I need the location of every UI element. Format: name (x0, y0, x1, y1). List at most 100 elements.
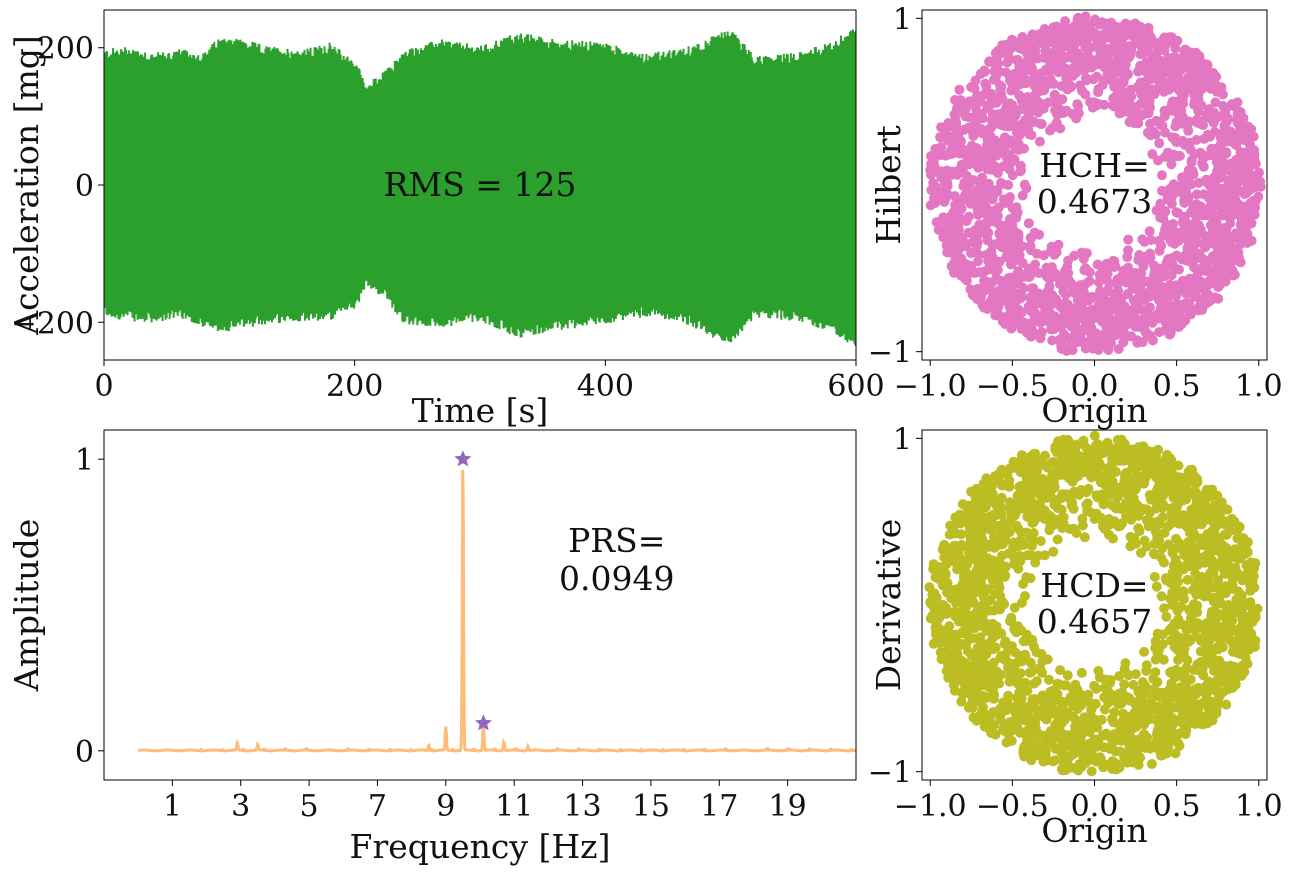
hilbert-point (1186, 179, 1197, 190)
hilbert-point (1226, 99, 1237, 110)
hilbert-point (1078, 253, 1089, 264)
hilbert-point (1167, 219, 1178, 229)
hilbert-point (1003, 240, 1014, 251)
derivative-annotation-name: HCD= (1040, 566, 1148, 605)
hilbert-point (1010, 110, 1021, 121)
hilbert-point (1130, 268, 1141, 278)
hilbert-point (1073, 337, 1084, 347)
hilbert-point (1034, 298, 1045, 309)
derivative-point (1080, 751, 1091, 762)
hilbert-point (1040, 305, 1051, 316)
derivative-point (1204, 658, 1214, 669)
hilbert-point (1124, 25, 1135, 36)
derivative-point (1019, 492, 1030, 503)
derivative-point (1145, 697, 1156, 708)
hilbert-point (1093, 87, 1104, 98)
derivative-point (967, 590, 978, 601)
x-tick-label: 9 (436, 789, 455, 824)
derivative-point (953, 548, 964, 559)
hilbert-point (1187, 239, 1198, 249)
hilbert-point (1220, 159, 1231, 169)
hilbert-point (1003, 195, 1014, 206)
hilbert-point (1028, 67, 1039, 78)
derivative-point (1138, 715, 1149, 726)
derivative-point (1195, 646, 1206, 657)
hilbert-point (959, 177, 970, 188)
hilbert-point (1191, 189, 1202, 200)
derivative-point (929, 600, 940, 611)
derivative-point (1116, 728, 1127, 739)
derivative-point (1102, 437, 1113, 448)
hilbert-point (1175, 311, 1186, 322)
hilbert-point (1166, 67, 1177, 78)
hilbert-point (1165, 279, 1176, 290)
derivative-point (1004, 464, 1015, 475)
hilbert-point (1232, 108, 1243, 119)
derivative-point (1001, 656, 1012, 667)
derivative-point (1233, 592, 1244, 603)
hilbert-point (1034, 136, 1045, 147)
hilbert-point (1250, 158, 1261, 169)
derivative-point (1128, 735, 1139, 746)
derivative-point (1237, 613, 1248, 624)
derivative-point (1170, 554, 1181, 565)
derivative-point (1167, 567, 1178, 578)
hilbert-point (1066, 34, 1077, 45)
hilbert-point (1102, 268, 1113, 279)
hilbert-point (1086, 329, 1097, 340)
hilbert-point (1207, 182, 1218, 193)
hilbert-point (1077, 60, 1087, 71)
hilbert-point (1032, 248, 1042, 259)
derivative-point (1158, 557, 1169, 568)
derivative-point (1056, 493, 1067, 504)
x-tick-label: 0 (94, 369, 113, 404)
hilbert-point (1001, 228, 1012, 239)
derivative-point (1003, 548, 1014, 559)
derivative-point (1125, 531, 1136, 542)
derivative-point (1187, 518, 1198, 529)
derivative-point (985, 563, 996, 574)
derivative-point (1107, 763, 1118, 774)
hilbert-point (1010, 210, 1021, 220)
hilbert-point (1080, 89, 1091, 100)
hilbert-point (1093, 277, 1104, 288)
derivative-point (978, 640, 989, 650)
derivative-point (1171, 692, 1182, 703)
hilbert-point (1043, 97, 1054, 108)
derivative-point (1065, 524, 1075, 535)
derivative-point (1227, 579, 1238, 590)
derivative-point (1203, 676, 1214, 687)
derivative-point (1141, 504, 1152, 515)
derivative-point (1109, 516, 1120, 527)
derivative-point (1216, 634, 1227, 645)
hilbert-point (994, 219, 1005, 230)
derivative-point (1182, 719, 1193, 730)
derivative-point (975, 611, 986, 622)
hilbert-point (1016, 307, 1027, 318)
derivative-point (1210, 685, 1221, 696)
hilbert-point (1155, 302, 1166, 313)
derivative-point (1099, 704, 1110, 715)
hilbert-point (1249, 145, 1260, 155)
derivative-point (1166, 678, 1177, 689)
derivative-point (950, 629, 961, 640)
derivative-point (1107, 476, 1118, 487)
hilbert-point (977, 172, 988, 183)
derivative-point (1151, 581, 1162, 592)
hilbert-point (1010, 79, 1021, 90)
derivative-point (986, 511, 997, 522)
derivative-point (1055, 665, 1066, 676)
derivative-point (1141, 665, 1152, 676)
hilbert-point (1037, 85, 1048, 96)
hilbert-point (1244, 184, 1255, 195)
derivative-point (981, 649, 992, 660)
hilbert-annotation-name: HCH= (1039, 146, 1149, 185)
x-tick-label: 7 (368, 789, 387, 824)
hilbert-point (1112, 293, 1123, 304)
derivative-point (1201, 618, 1212, 629)
hilbert-point (1043, 297, 1054, 308)
hilbert-point (1124, 309, 1135, 320)
hilbert-point (1221, 147, 1232, 158)
